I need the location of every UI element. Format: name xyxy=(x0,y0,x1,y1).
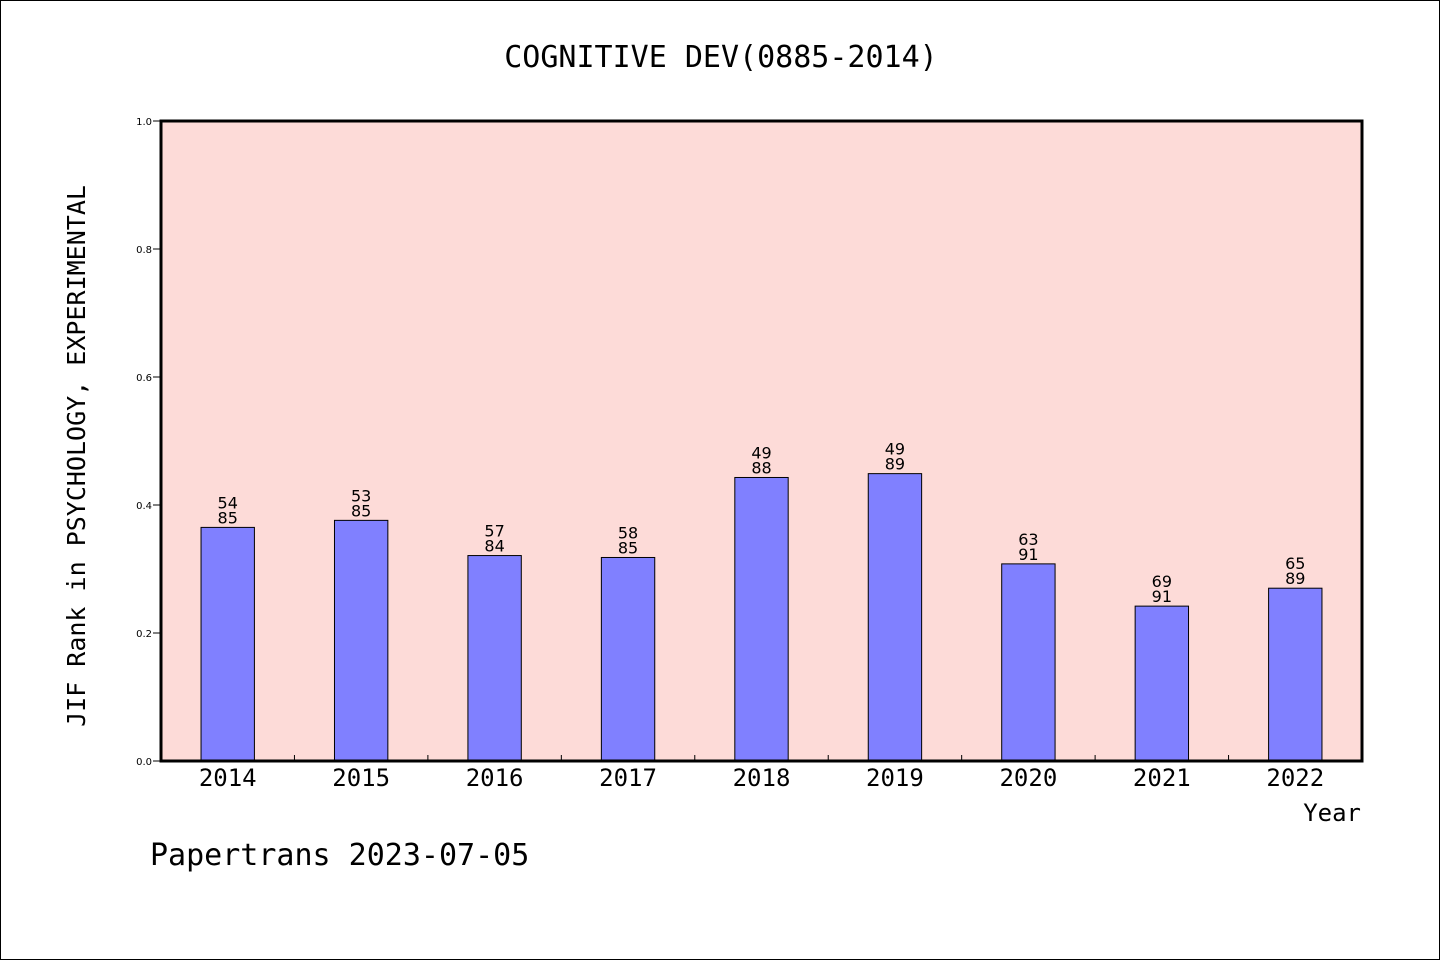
plot-border xyxy=(159,119,1364,763)
y-tick-label: 0.8 xyxy=(136,245,152,256)
bar-2015 xyxy=(333,519,389,762)
bar-2018 xyxy=(734,476,789,762)
x-tick-label: 2015 xyxy=(332,764,390,792)
y-tick-label: 0.4 xyxy=(136,501,152,512)
y-axis-label: JIF Rank in PSYCHOLOGY, EXPERIMENTAL xyxy=(62,185,91,727)
data-label-total: 85 xyxy=(351,501,371,520)
x-axis-label: Year xyxy=(1303,799,1361,827)
x-axis-ticks: 2014 2015 2016 2017 2018 2019 2020 2021 2022 xyxy=(199,755,1324,792)
x-tick-label: 2017 xyxy=(599,764,657,792)
data-label-rank: 65 xyxy=(1285,554,1305,573)
x-tick-label: 2021 xyxy=(1133,764,1191,792)
data-label-total: 89 xyxy=(885,455,905,474)
bar-2014 xyxy=(200,526,255,762)
data-label-rank: 63 xyxy=(1018,530,1038,549)
x-tick-label: 2019 xyxy=(866,764,924,792)
x-tick-label: 2016 xyxy=(466,764,524,792)
chart-title: COGNITIVE DEV(0885-2014) xyxy=(504,40,937,75)
x-tick-label: 2018 xyxy=(733,764,791,792)
bar-2020 xyxy=(1001,563,1056,762)
bar-2022 xyxy=(1268,587,1323,762)
data-label-rank: 58 xyxy=(618,523,638,542)
bar-2021 xyxy=(1134,605,1190,762)
bar-2019 xyxy=(867,473,923,762)
data-label-rank: 57 xyxy=(484,522,504,541)
data-label-total: 89 xyxy=(1285,569,1305,588)
footer-text: Papertrans 2023-07-05 xyxy=(150,838,529,873)
x-tick-label: 2020 xyxy=(999,764,1057,792)
data-label-rank: 53 xyxy=(351,486,371,505)
bar-2017 xyxy=(600,556,656,762)
data-label-total: 84 xyxy=(484,537,504,556)
y-tick-label: 0.6 xyxy=(136,373,152,384)
data-label-rank: 54 xyxy=(218,493,238,512)
y-axis-ticks: 0.0 0.2 0.4 0.6 0.8 1.0 xyxy=(136,117,161,768)
data-label-rank: 69 xyxy=(1152,572,1172,591)
data-label-total: 85 xyxy=(218,508,238,527)
y-tick-label: 0.2 xyxy=(136,629,152,640)
data-label-total: 91 xyxy=(1018,545,1038,564)
x-tick-label: 2014 xyxy=(199,764,257,792)
data-label-rank: 49 xyxy=(885,440,905,459)
data-label-rank: 49 xyxy=(751,443,771,462)
bar-2016 xyxy=(467,555,522,762)
data-label-total: 88 xyxy=(751,458,771,477)
y-tick-label: 1.0 xyxy=(136,117,152,128)
data-label-total: 91 xyxy=(1152,587,1172,606)
data-label-total: 85 xyxy=(618,538,638,557)
bars-group xyxy=(200,473,1323,762)
x-tick-label: 2022 xyxy=(1266,764,1324,792)
y-tick-label: 0.0 xyxy=(136,757,152,768)
